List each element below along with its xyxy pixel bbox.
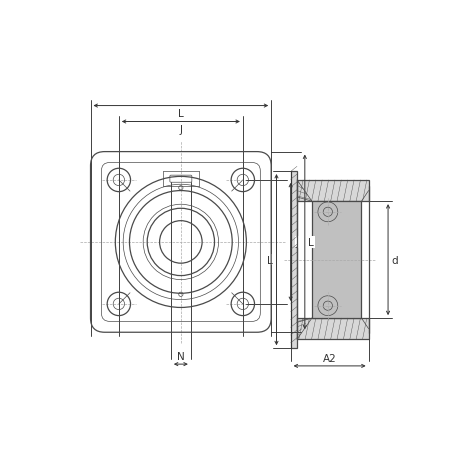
- Text: L: L: [266, 255, 272, 265]
- Text: J: J: [179, 125, 182, 135]
- Text: J: J: [295, 237, 298, 247]
- Bar: [297, 180, 368, 202]
- Bar: [290, 172, 297, 348]
- Text: N: N: [177, 352, 185, 362]
- Text: L: L: [178, 109, 183, 119]
- Bar: [297, 319, 368, 340]
- Text: d: d: [391, 255, 397, 265]
- Text: A2: A2: [322, 353, 336, 364]
- Text: L: L: [308, 237, 313, 247]
- Bar: [311, 202, 361, 319]
